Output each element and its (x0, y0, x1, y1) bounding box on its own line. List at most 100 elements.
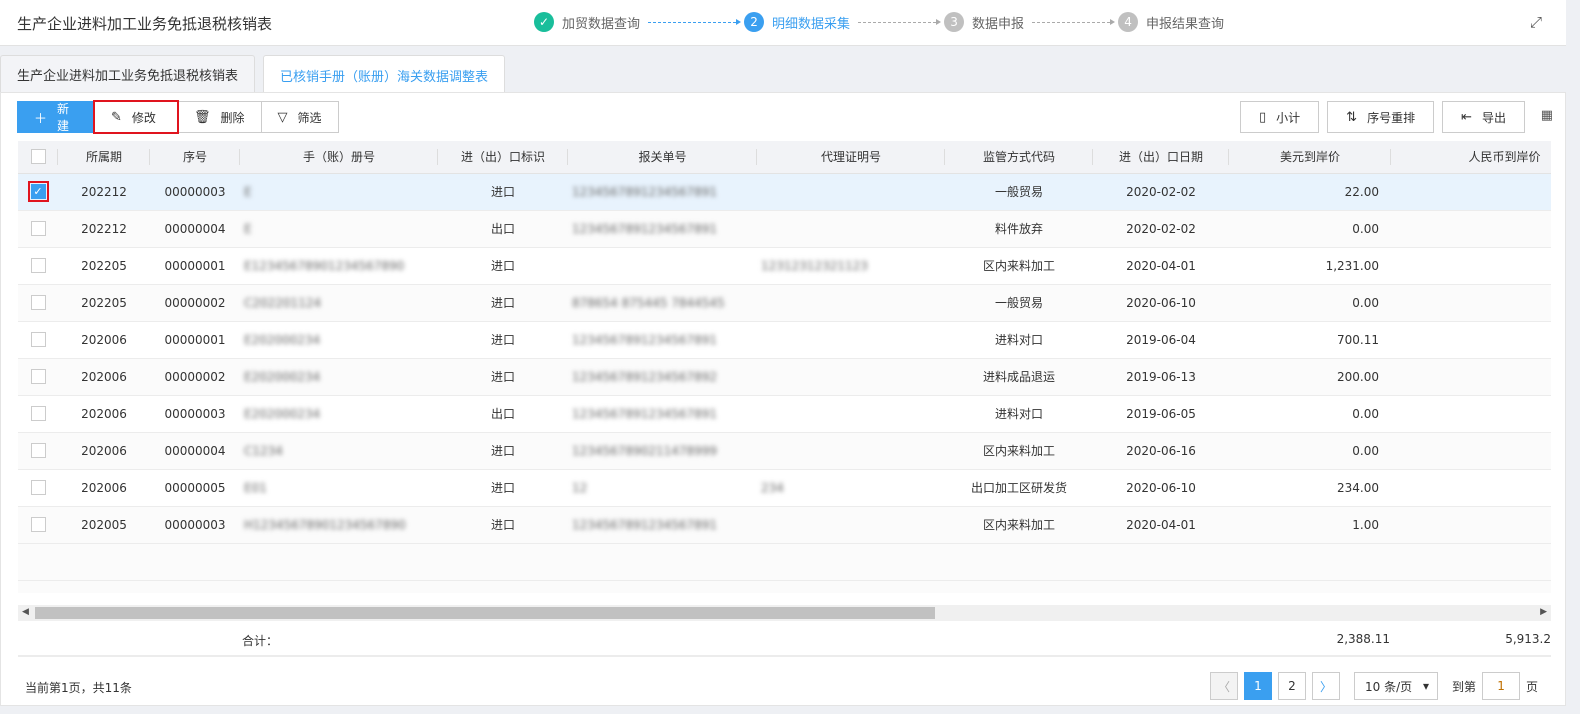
table-row[interactable]: 202006 00000005 E01 进口 12 234 出口加工区研发货 2020-06-… (18, 469, 1551, 507)
cell-text: 00000003 (164, 184, 226, 199)
fullscreen-icon[interactable]: ⤢ (1530, 13, 1543, 31)
checkbox[interactable] (30, 443, 46, 458)
column-header[interactable]: 所属期 (58, 141, 150, 174)
checkbox[interactable] (30, 258, 46, 273)
horizontal-scrollbar[interactable]: ◀ ▶ (18, 605, 1551, 621)
checkbox[interactable] (30, 332, 46, 347)
cell-text: 12312312321123 (761, 258, 868, 273)
cell-seq: 00000003 (150, 173, 240, 211)
cell-seq: 00000004 (150, 210, 240, 248)
row-checkbox[interactable] (18, 506, 58, 544)
step-label: 加贸数据查询 (562, 16, 641, 32)
next-page-button[interactable]: 〉 (1312, 672, 1340, 700)
row-checkbox[interactable]: ✓ (18, 173, 58, 211)
cell-customs: 1234567891234567891 (568, 173, 757, 211)
step-1[interactable]: ✓ 加贸数据查询 (534, 12, 640, 32)
cell-usd: 1,231.00 (1229, 247, 1391, 285)
cell-flag: 出口 (438, 210, 568, 248)
page-1-button[interactable]: 1 (1244, 672, 1272, 700)
cell-text: 2019-06-04 (1126, 332, 1196, 347)
cell-text: 区内来料加工 (982, 444, 1055, 458)
column-header[interactable]: 序号 (150, 141, 240, 174)
cell-flag: 进口 (438, 321, 568, 359)
edit-button[interactable]: ✎ 修改 (93, 100, 179, 134)
step-2[interactable]: 2 明细数据采集 (744, 12, 850, 32)
column-header[interactable]: 监管方式代码 (945, 141, 1093, 174)
table-row[interactable]: 202212 00000004 E 出口 1234567891234567891 料件放弃… (18, 210, 1551, 248)
page-2-button[interactable]: 2 (1278, 672, 1306, 700)
table-row[interactable]: 202205 00000001 E12345678901234567890 进口 123… (18, 247, 1551, 285)
scroll-right-icon[interactable]: ▶ (1540, 607, 1547, 617)
cell-text: E202000234 (244, 332, 321, 347)
column-header[interactable]: 人民币到岸价 (1391, 141, 1551, 174)
step-label: 明细数据采集 (772, 16, 851, 32)
row-checkbox[interactable] (18, 284, 58, 322)
step-4[interactable]: 4 申报结果查询 (1118, 12, 1224, 32)
cell-date: 2020-06-16 (1093, 432, 1229, 470)
table-row[interactable]: 202006 00000001 E202000234 进口 12345678912345… (18, 321, 1551, 359)
row-checkbox[interactable] (18, 358, 58, 396)
checkbox[interactable]: ✓ (27, 181, 49, 202)
step-3[interactable]: 3 数据申报 (944, 12, 1024, 32)
tab-customs-adjust-table[interactable]: 已核销手册（账册）海关数据调整表 (263, 55, 506, 94)
column-header[interactable]: 代理证明号 (757, 141, 945, 174)
cell-text: 22.00 (1344, 184, 1379, 199)
checkbox[interactable] (30, 221, 46, 236)
checkbox[interactable] (30, 295, 46, 310)
cell-customs (568, 247, 757, 285)
column-header[interactable]: 手（账）册号 (240, 141, 438, 174)
checkbox[interactable] (30, 406, 46, 421)
scrollbar-thumb[interactable] (35, 607, 935, 619)
column-header[interactable]: 进（出）口标识 (438, 141, 568, 174)
totals-rmb: 5,913.2 (1505, 632, 1551, 646)
data-table: 所属期 序号 手（账）册号 进（出）口标识 报关单号 代理证明号 监管方式代码 进（出）口日期… (18, 141, 1551, 593)
column-header[interactable]: 报关单号 (568, 141, 757, 174)
tab-writeoff-table[interactable]: 生产企业进料加工业务免抵退税核销表 (0, 55, 256, 93)
row-checkbox[interactable] (18, 469, 58, 507)
new-button[interactable]: ＋ 新建 (17, 101, 95, 133)
select-all-checkbox[interactable] (18, 141, 58, 174)
columns-icon[interactable]: ▦ (1540, 108, 1553, 123)
cell-mode: 进料对口 (945, 321, 1093, 359)
checkbox[interactable] (30, 480, 46, 495)
delete-button[interactable]: 🗑 删除 (177, 101, 262, 133)
right-toolbar: ▯ 小计 ⇅ 序号重排 ⇤ 导出 (1239, 101, 1525, 133)
cell-text: 出口加工区研发货 (970, 481, 1067, 495)
cell-date: 2020-04-01 (1093, 247, 1229, 285)
table-row[interactable]: 202005 00000003 H12345678901234567890 进口 123… (18, 506, 1551, 544)
table-row[interactable]: 202006 00000004 C1234 进口 1234567890211478999… (18, 432, 1551, 470)
export-button[interactable]: ⇤ 导出 (1442, 101, 1525, 133)
top-bar: 生产企业进料加工业务免抵退税核销表 ✓ 加贸数据查询 2 明细数据采集 3 数据申报 … (0, 0, 1566, 46)
scroll-left-icon[interactable]: ◀ (22, 607, 29, 617)
filter-label: 筛选 (297, 110, 322, 125)
goto-page-input[interactable]: 1 (1482, 672, 1521, 700)
cell-text: 2020-04-01 (1126, 517, 1196, 532)
checkbox[interactable] (30, 517, 46, 532)
cell-text: 00000002 (164, 295, 226, 310)
table-row[interactable]: 202006 00000002 E202000234 进口 12345678912345… (18, 358, 1551, 396)
row-checkbox[interactable] (18, 247, 58, 285)
renumber-button[interactable]: ⇅ 序号重排 (1327, 101, 1435, 133)
table-row[interactable]: 202205 00000002 C202201124 进口 878654 875445 … (18, 284, 1551, 322)
row-checkbox[interactable] (18, 432, 58, 470)
column-header[interactable]: 美元到岸价 (1229, 141, 1391, 174)
column-header[interactable]: 进（出）口日期 (1093, 141, 1229, 174)
plus-icon: ＋ (34, 111, 48, 127)
cell-agent (757, 506, 945, 544)
new-label: 新建 (57, 102, 70, 133)
checkbox[interactable] (30, 369, 46, 384)
prev-page-button[interactable]: 〈 (1210, 672, 1238, 700)
page-size-select[interactable]: 10 条/页 ▾ (1354, 672, 1438, 700)
row-checkbox[interactable] (18, 210, 58, 248)
cell-seq: 00000005 (150, 469, 240, 507)
subtotal-button[interactable]: ▯ 小计 (1239, 101, 1320, 133)
table-row[interactable]: 202006 00000003 E202000234 出口 12345678912345… (18, 395, 1551, 433)
cell-rmb: 123.00 (1391, 247, 1551, 285)
cell-date: 2020-06-10 (1093, 284, 1229, 322)
cell-text: 202006 (81, 443, 127, 458)
cell-period: 202212 (58, 173, 150, 211)
filter-button[interactable]: ▽ 筛选 (260, 101, 339, 133)
table-row[interactable]: ✓ 202212 00000003 E 进口 1234567891234567891 一般贸… (18, 173, 1551, 211)
row-checkbox[interactable] (18, 321, 58, 359)
row-checkbox[interactable] (18, 395, 58, 433)
